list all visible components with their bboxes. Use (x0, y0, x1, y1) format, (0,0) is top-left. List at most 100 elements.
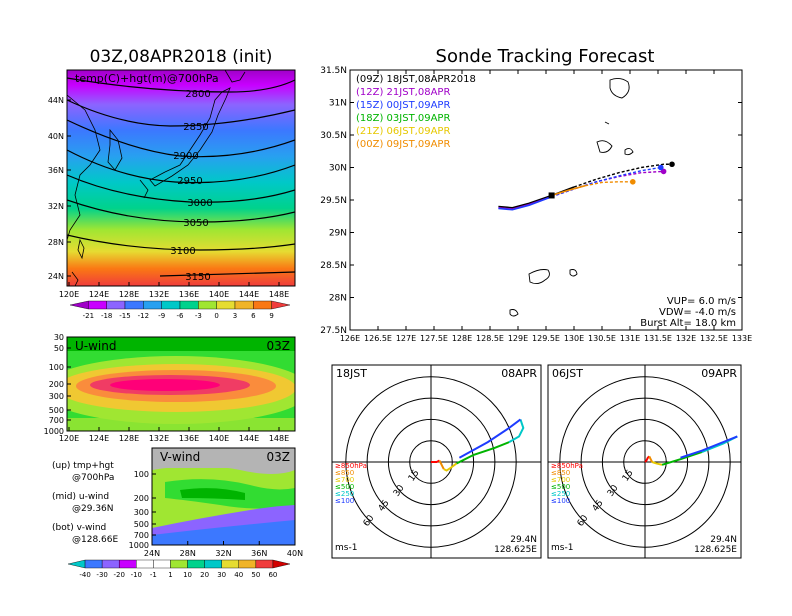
colorbar-label: -30 (96, 571, 107, 579)
y-tick-label: 27.5N (320, 326, 347, 336)
pressure-legend-item: ≤250 (551, 490, 570, 498)
pressure-legend-item: ≥850hPa (551, 462, 583, 470)
colorbar-label: 1 (168, 571, 172, 579)
colorbar-label: -18 (101, 312, 112, 320)
x-tick-label: 128.5E (476, 334, 504, 343)
colorbar-label: -21 (83, 312, 94, 320)
contour-label: 2800 (185, 89, 210, 100)
lat-tick-label: 40N (287, 549, 303, 558)
colorbar-label: 40 (234, 571, 243, 579)
colorbar-label: 10 (183, 571, 192, 579)
lon-tick-label: 128E (119, 290, 139, 299)
x-tick-label: 130E (564, 334, 584, 343)
u-wind-time: 03Z (267, 339, 291, 353)
track-land (509, 77, 634, 317)
panel1-lat-ticks: 44N 40N 36N 32N 28N 24N (48, 96, 71, 281)
y-tick-label: 28.5N (320, 261, 347, 271)
colorbar-swatch (271, 300, 291, 310)
lon-tick-label: 128E (119, 434, 139, 443)
lon-tick-label: 124E (89, 290, 109, 299)
colorbar-swatch (170, 559, 188, 569)
note-up-a: (up) tmp+hgt (52, 461, 114, 471)
x-tick-label: 127E (396, 334, 416, 343)
pressure-legend-item: ≥850hPa (335, 462, 367, 470)
hodograph-series (458, 418, 522, 459)
hodograph-series (443, 462, 458, 472)
launch-point (548, 192, 555, 199)
param-vdw: VDW= -4.0 m/s (659, 307, 736, 318)
colorbar-swatch (187, 559, 205, 569)
y-tick-label: 30.5N (320, 131, 347, 141)
colorbar-swatch (255, 559, 274, 569)
note-up-b: @700hPa (72, 473, 114, 483)
wind-colorbar: -40 -30 -20 -10 -1 1 10 20 30 40 50 60 (67, 559, 291, 579)
temp-colorbar: -21 -18 -15 -12 -9 -6 -3 0 3 6 9 (69, 300, 291, 320)
colorbar-swatch (88, 300, 107, 310)
pressure-tick-label: 300 (134, 508, 149, 517)
x-tick-label: 126E (340, 334, 360, 343)
colorbar-label: 0 (214, 312, 218, 320)
panel1-frame (66, 69, 296, 287)
x-tick-label: 131E (620, 334, 640, 343)
x-tick-label: 128E (452, 334, 472, 343)
contour-label: 3100 (170, 246, 195, 257)
colorbar-label: 6 (251, 312, 256, 320)
v-wind-field (152, 448, 295, 545)
colorbar-swatch (143, 300, 162, 310)
pressure-tick-label: 500 (49, 406, 64, 415)
colorbar-label: -10 (131, 571, 142, 579)
lon-tick-label: 148E (269, 434, 289, 443)
y-tick-label: 28N (329, 294, 347, 304)
lon-tick-label: 148E (269, 290, 289, 299)
lon-tick-label: 140E (209, 290, 229, 299)
contour-label: 3150 (185, 272, 210, 283)
colorbar-swatch (136, 559, 154, 569)
temp-height-map-panel: 2800 2850 2900 2950 3000 3050 3100 3150 … (48, 69, 296, 320)
main-title: Sonde Tracking Forecast (436, 46, 655, 67)
x-tick-label: 130.5E (588, 334, 616, 343)
y-tick-label: 29.5N (320, 196, 347, 206)
y-tick-label: 30N (329, 164, 347, 174)
launch-legend: (09Z) 18JST,08APR2018 (12Z) 21JST,08APR … (356, 74, 476, 150)
lat-tick-label: 32N (215, 549, 231, 558)
launch-18z: (18Z) 03JST,09APR (356, 113, 450, 124)
colorbar-swatch (161, 300, 181, 310)
hodograph-series (680, 435, 738, 459)
hodograph-series (648, 455, 653, 463)
colorbar-swatch (101, 559, 120, 569)
left-title: 03Z,08APR2018 (init) (90, 47, 273, 67)
lat-tick-label: 28N (48, 238, 64, 247)
note-mid-a: (mid) u-wind (52, 492, 109, 502)
pressure-tick-label: 300 (49, 392, 64, 401)
lon-tick-label: 132E (149, 290, 169, 299)
landing-point (669, 161, 675, 168)
track-lon-ticks: 126E 126.5E 127E 127.5E 128E 128.5E 129E 129.5E… (340, 70, 752, 343)
colorbar-label: -1 (150, 571, 157, 579)
lat-tick-label: 28N (180, 549, 196, 558)
x-tick-label: 132E (676, 334, 696, 343)
hodograph-lat: 29.4N (710, 535, 737, 545)
v-wind-label: V-wind (160, 450, 200, 464)
hodograph-series (431, 459, 440, 463)
colorbar-label: 50 (251, 571, 260, 579)
u-wind-label: U-wind (75, 339, 116, 353)
height-contours (67, 77, 295, 277)
pressure-legend-item: ≤850 (335, 469, 354, 477)
x-tick-label: 127.5E (420, 334, 448, 343)
pressure-legend-item: ≤700 (551, 476, 570, 484)
track-lat-ticks: 27.5N 28N 28.5N 29N 29.5N 30N 30.5N 31N 31.5N (320, 66, 742, 336)
contour-label: 2950 (177, 176, 202, 187)
lon-tick-label: 144E (239, 290, 259, 299)
track-line-dashed (551, 166, 661, 198)
contour-label: 2900 (173, 151, 198, 162)
x-tick-label: 132.5E (700, 334, 728, 343)
colorbar-swatch (179, 300, 199, 310)
colorbar-swatch (84, 559, 103, 569)
launch-params: VUP= 6.0 m/s VDW= -4.0 m/s Burst Alt= 18… (640, 296, 736, 329)
colorbar-label: 30 (217, 571, 226, 579)
colorbar-swatch (253, 300, 272, 310)
lat-tick-label: 24N (144, 549, 160, 558)
lon-tick-label: 132E (149, 434, 169, 443)
